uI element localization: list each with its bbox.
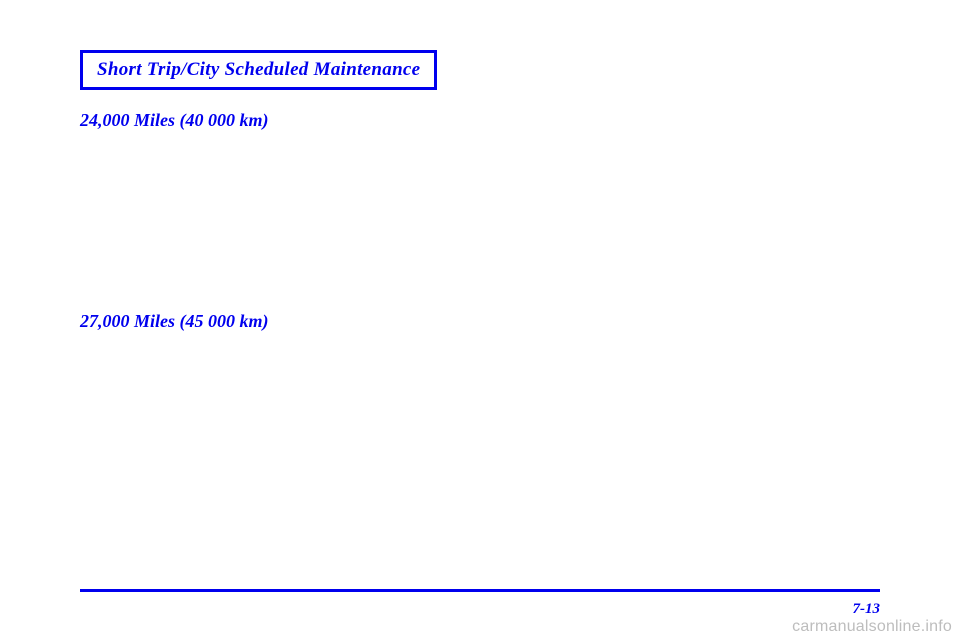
section-header-box: Short Trip/City Scheduled Maintenance	[80, 50, 437, 90]
watermark-text: carmanualsonline.info	[792, 618, 952, 636]
page-number: 7-13	[853, 601, 881, 618]
section-header-title: Short Trip/City Scheduled Maintenance	[97, 59, 420, 80]
mileage-heading-27000: 27,000 Miles (45 000 km)	[80, 311, 880, 332]
mileage-heading-24000: 24,000 Miles (40 000 km)	[80, 110, 880, 131]
footer-rule	[80, 589, 880, 592]
manual-page: Short Trip/City Scheduled Maintenance 24…	[0, 0, 960, 640]
